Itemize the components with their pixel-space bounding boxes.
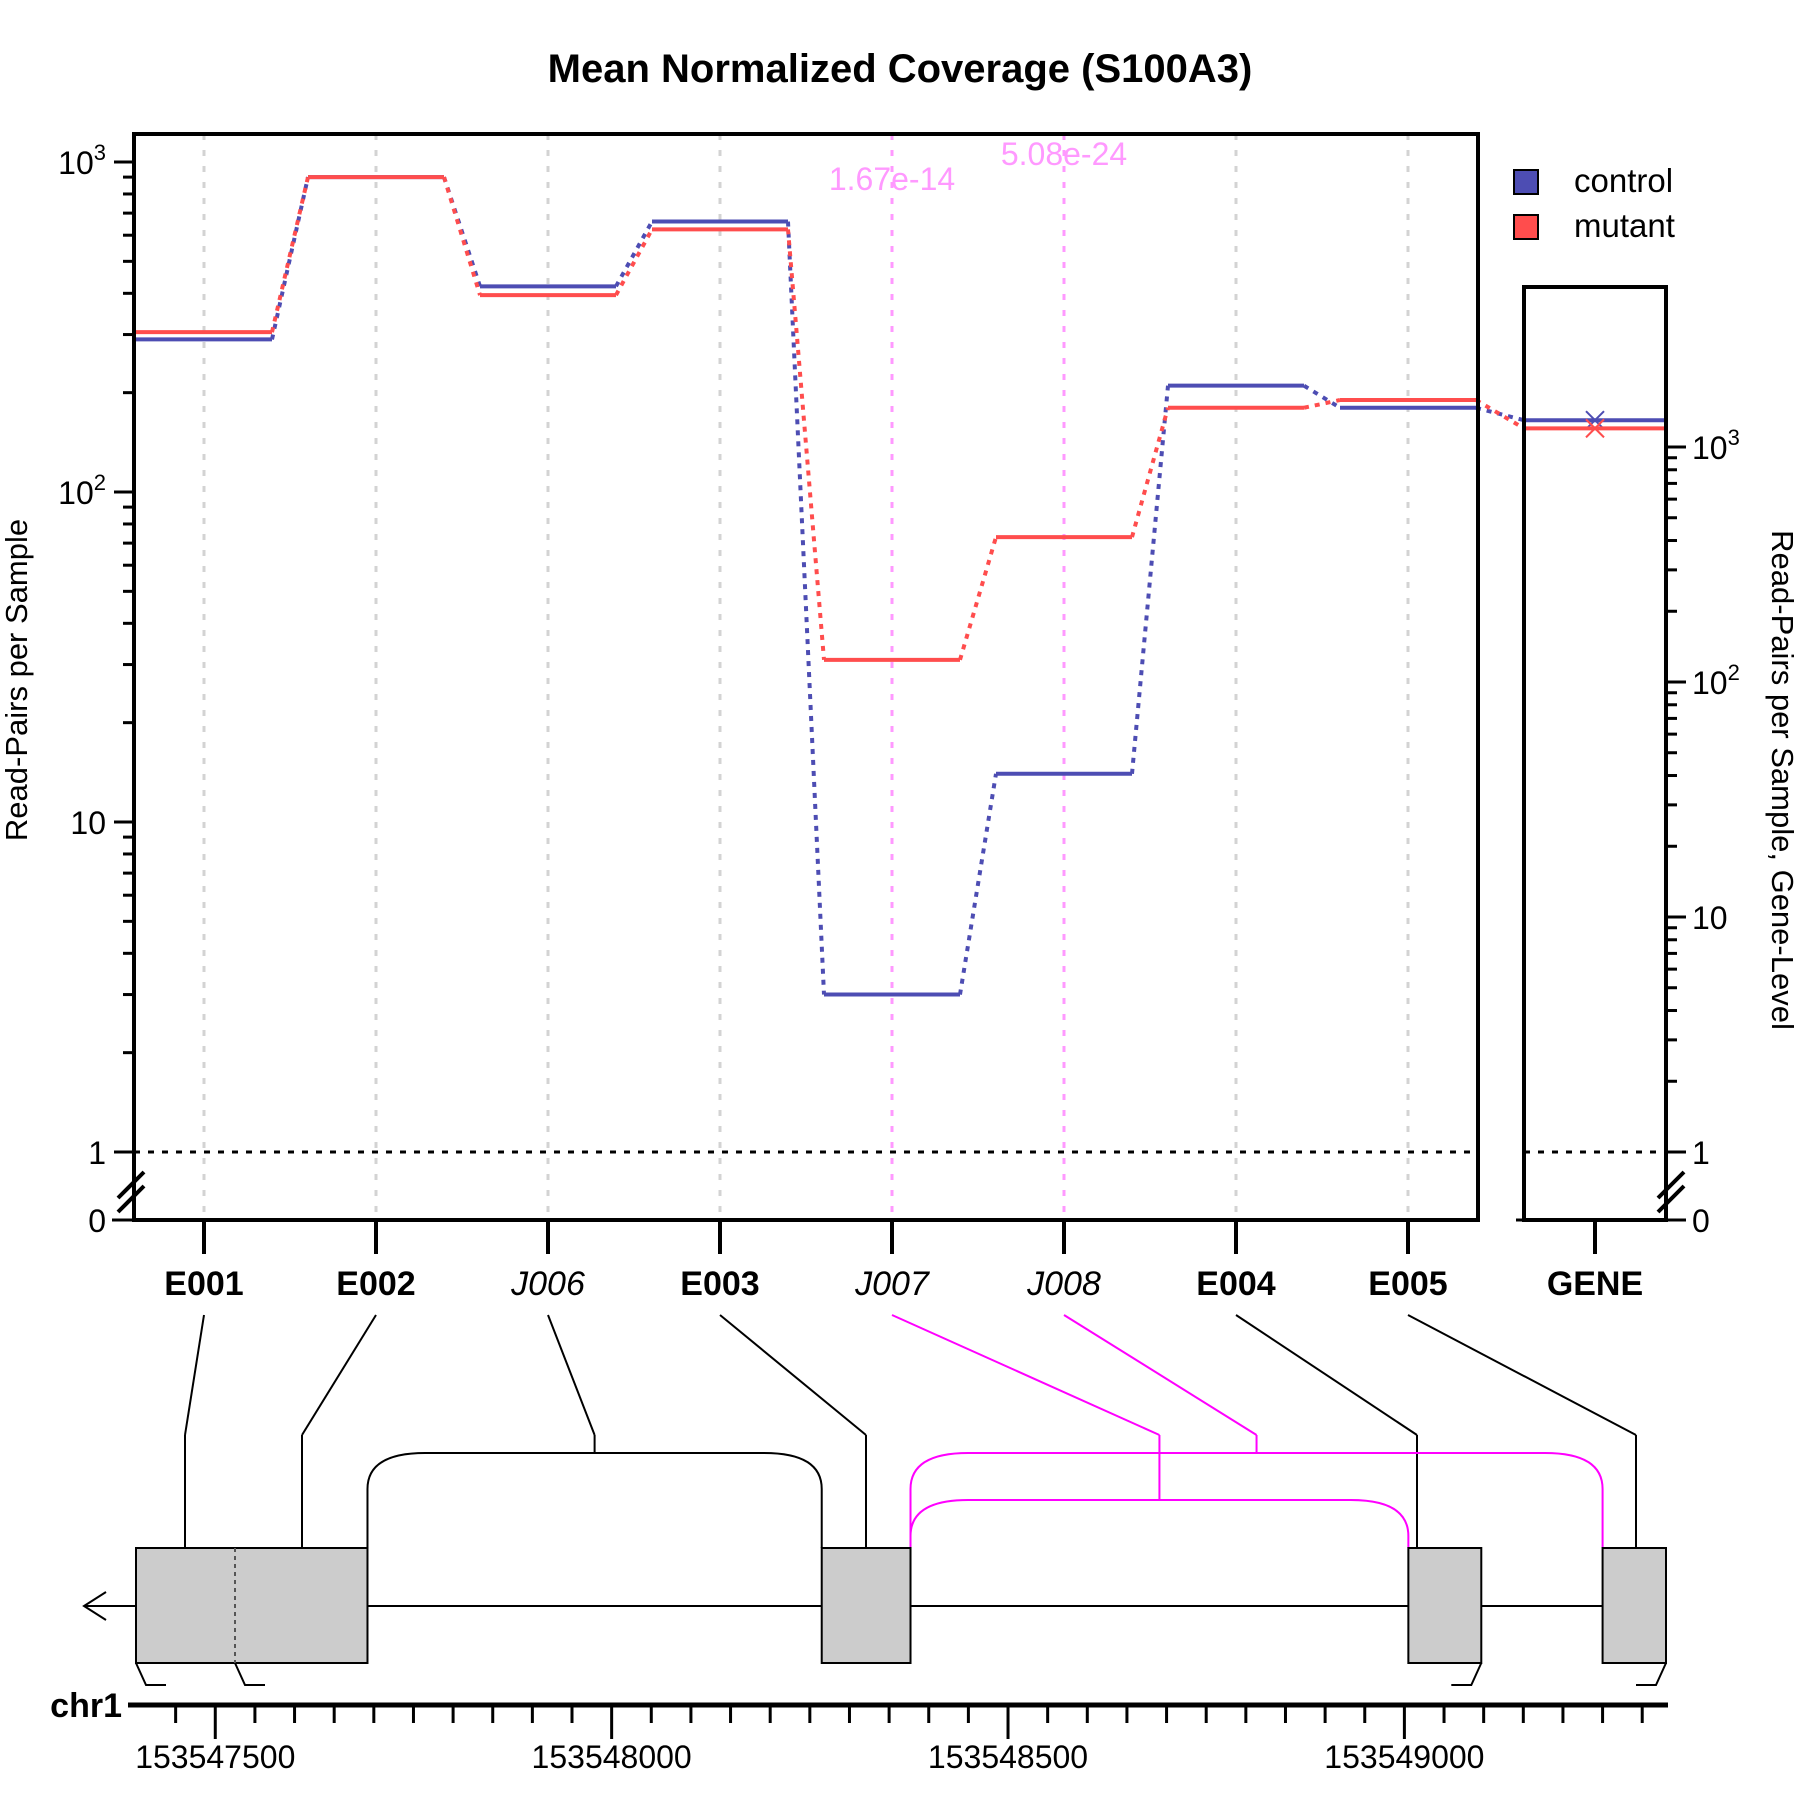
feature-label-e001: E001 xyxy=(164,1265,243,1303)
y-axis-right-label: Read-Pairs per Sample, Gene-Level xyxy=(1765,530,1800,1030)
y-right-tick-label: 10 xyxy=(1692,900,1728,936)
coord-tick-label: 153547500 xyxy=(135,1739,295,1775)
feature-label-gene: GENE xyxy=(1547,1265,1643,1303)
exon-block-1 xyxy=(135,1547,369,1664)
link-line-j007 xyxy=(891,1314,1160,1436)
pvalue-label-j007: 1.67e-14 xyxy=(829,161,955,197)
gene-marker-mutant xyxy=(1585,418,1605,439)
gene-connector-mutant xyxy=(1474,398,1526,431)
feature-label-e004: E004 xyxy=(1196,1265,1275,1303)
exponent: 2 xyxy=(1728,660,1740,685)
axis-break-mark-right xyxy=(1656,1170,1686,1214)
chart-title: Mean Normalized Coverage (S100A3) xyxy=(548,47,1253,91)
coverage-connector-control-6 xyxy=(1130,385,1170,774)
coord-tick-label: 153548500 xyxy=(928,1739,1088,1775)
coverage-connector-control-3 xyxy=(614,220,654,288)
link-line-e003 xyxy=(719,1314,867,1436)
exponent: 2 xyxy=(94,470,106,495)
gene-connector-control xyxy=(1475,405,1525,423)
legend: control mutant xyxy=(1513,162,1675,244)
feature-label-j007: J007 xyxy=(854,1265,930,1303)
feature-label-e005: E005 xyxy=(1368,1265,1447,1303)
link-line-e004 xyxy=(1235,1314,1418,1436)
main-plot-frame xyxy=(132,132,1480,1222)
coord-tick-label: 153548000 xyxy=(532,1739,692,1775)
junction-arc-j008 xyxy=(909,1452,1604,1548)
genomic-coordinate-axis: chr1 153547500 153548000 153548500 153549000 xyxy=(50,1687,1668,1775)
y-tick-label: 10 xyxy=(70,805,106,841)
link-line-j006 xyxy=(547,1314,596,1436)
feature-label-e003: E003 xyxy=(680,1265,759,1303)
y-axis-right: 0 1 10 102 103 xyxy=(1656,425,1740,1239)
y-right-tick-label: 0 xyxy=(1692,1203,1710,1239)
p-value-labels: 1.67e-14 5.08e-24 xyxy=(829,136,1127,197)
link-line-e005 xyxy=(1407,1314,1637,1436)
coverage-connector-control-4 xyxy=(786,221,826,995)
y-tick-label-1000: 103 xyxy=(58,140,106,181)
coverage-connector-mutant-6 xyxy=(1130,407,1170,538)
gene-marker-control xyxy=(1585,410,1605,430)
coverage-connector-mutant-5 xyxy=(958,536,998,661)
exon-bracket xyxy=(1636,1662,1667,1686)
pvalue-label-j008: 5.08e-24 xyxy=(1001,136,1127,172)
coverage-connector-mutant-3 xyxy=(614,228,654,297)
legend-swatch-control xyxy=(1513,169,1539,195)
feature-label-j006: J006 xyxy=(510,1265,585,1303)
feature-label-j008: J008 xyxy=(1026,1265,1101,1303)
coverage-connector-control-5 xyxy=(958,773,998,995)
exponent: 3 xyxy=(1728,425,1740,450)
link-line-e001 xyxy=(184,1314,205,1436)
link-line-e002 xyxy=(301,1314,377,1436)
junction-arc-j007 xyxy=(909,1499,1410,1548)
connector-lines xyxy=(270,176,1526,995)
feature-axis: E001 E002 J006 E003 J007 J008 E004 E005 GENE xyxy=(112,1218,1686,1303)
gene-model xyxy=(82,1452,1668,1686)
exon-bracket xyxy=(1451,1662,1483,1686)
link-line-j008 xyxy=(1063,1314,1258,1436)
exon-bracket xyxy=(135,1662,166,1686)
legend-label-mutant: mutant xyxy=(1574,207,1675,244)
y-tick-label: 0 xyxy=(88,1203,106,1239)
y-tick-label: 1 xyxy=(88,1135,106,1171)
y-axis: 0 1 10 102 103 xyxy=(58,140,146,1239)
grid-lines xyxy=(134,134,1666,1220)
y-right-tick-label-1000: 103 xyxy=(1692,425,1740,466)
legend-swatch-mutant xyxy=(1513,214,1539,240)
junction-arc-j006 xyxy=(366,1452,823,1548)
coord-tick-label: 153549000 xyxy=(1324,1739,1484,1775)
strand-arrow-icon xyxy=(82,1591,107,1621)
coverage-connector-mutant-2 xyxy=(442,176,482,296)
coverage-connector-mutant-1 xyxy=(270,176,310,333)
exponent: 3 xyxy=(94,140,106,165)
exon-block-3 xyxy=(1407,1547,1483,1664)
y-right-tick-label-100: 102 xyxy=(1692,660,1740,701)
plot-frames xyxy=(132,132,1668,1222)
coverage-steps xyxy=(136,175,1666,997)
legend-label-control: control xyxy=(1574,162,1673,199)
axis-break-mark xyxy=(116,1170,146,1214)
y-right-tick-label: 1 xyxy=(1692,1135,1710,1171)
exon-block-2 xyxy=(820,1547,912,1664)
chromosome-label: chr1 xyxy=(50,1687,122,1725)
feature-label-e002: E002 xyxy=(336,1265,415,1303)
exon-bracket xyxy=(234,1662,265,1686)
y-axis-label: Read-Pairs per Sample xyxy=(0,519,34,841)
exon-block-4 xyxy=(1601,1547,1668,1664)
coverage-connector-control-7 xyxy=(1302,383,1342,410)
y-tick-label-100: 102 xyxy=(58,470,106,511)
